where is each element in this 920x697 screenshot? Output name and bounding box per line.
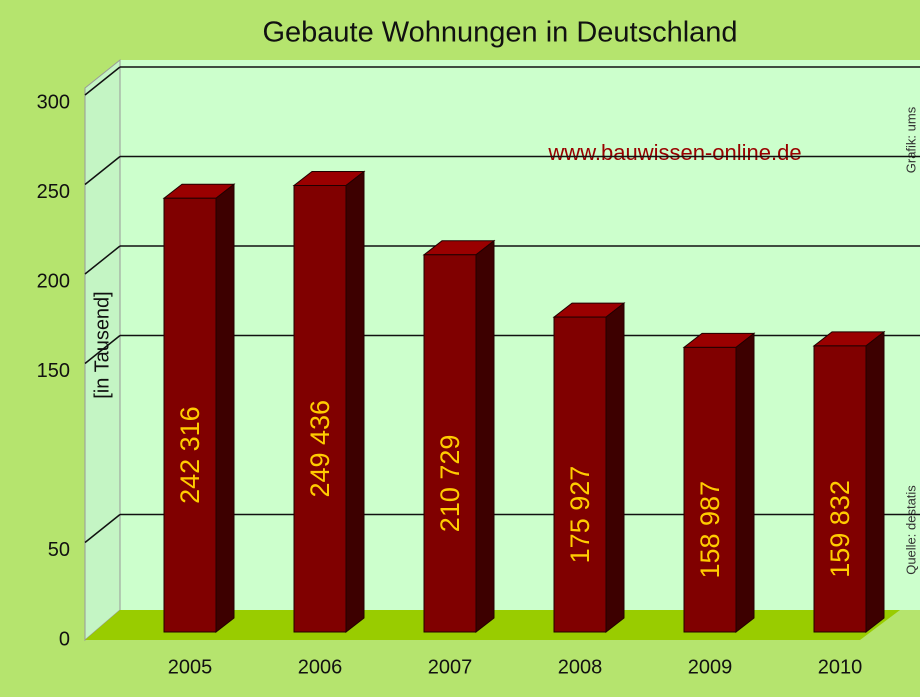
bar-side	[215, 183, 235, 634]
x-tick-label: 2006	[298, 656, 343, 678]
bar	[163, 197, 217, 633]
bar	[293, 185, 347, 633]
grid-line	[84, 513, 121, 544]
data-label: 210 729	[435, 435, 465, 533]
annotation: www.bauwissen-online.de	[547, 140, 801, 165]
x-tick-label: 2005	[168, 656, 213, 678]
bar-side	[345, 170, 365, 634]
y-tick-label: 0	[59, 628, 70, 650]
bar-side	[735, 332, 755, 634]
y-tick-label: 300	[37, 91, 70, 113]
data-label: 158 987	[695, 481, 725, 579]
annotation: Quelle: destatis	[903, 485, 918, 575]
grid-line	[84, 334, 121, 365]
y-tick-label: 50	[48, 539, 70, 561]
bar	[553, 316, 607, 633]
grid-line	[84, 155, 121, 186]
x-tick-label: 2009	[688, 656, 733, 678]
y-tick-label: 200	[37, 270, 70, 292]
annotation: Grafik: ums	[903, 106, 918, 173]
data-label: 175 927	[565, 466, 595, 564]
grid-line	[84, 245, 121, 275]
y-axis-label: [in Tausend]	[91, 291, 113, 399]
bar	[683, 346, 737, 633]
chart-title: Gebaute Wohnungen in Deutschland	[262, 17, 737, 49]
bar	[423, 254, 477, 633]
bar-side	[605, 302, 625, 634]
data-label: 249 436	[305, 400, 335, 498]
data-label: 242 316	[175, 406, 205, 504]
bar-side	[475, 239, 495, 634]
data-label: 159 832	[825, 480, 855, 578]
y-tick-label: 150	[37, 360, 70, 382]
bar-side	[865, 330, 885, 634]
grid-line	[84, 66, 121, 96]
y-tick-label: 250	[37, 181, 70, 203]
x-tick-label: 2008	[558, 656, 603, 678]
x-tick-label: 2007	[428, 656, 473, 678]
x-tick-label: 2010	[818, 656, 863, 678]
bar	[813, 345, 867, 633]
